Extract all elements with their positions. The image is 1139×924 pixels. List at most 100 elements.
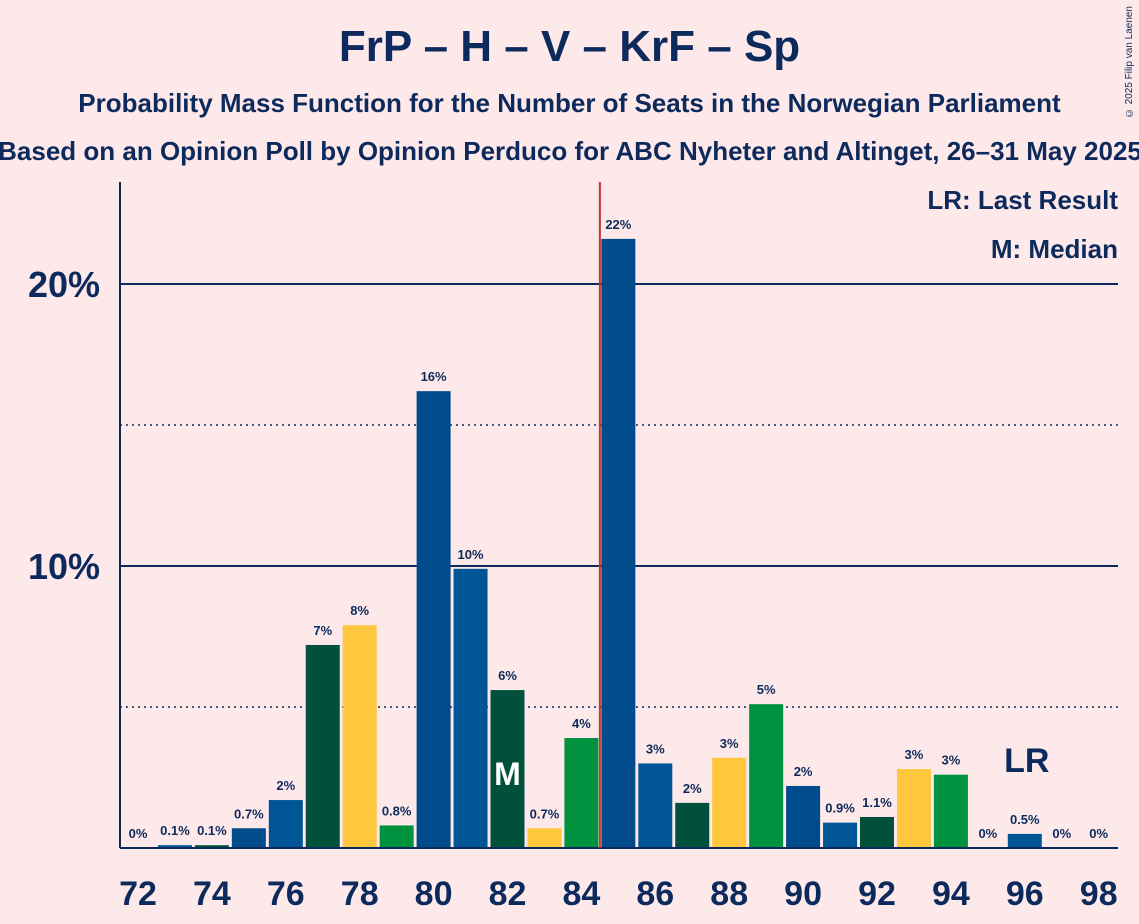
- bar-label-bg: [419, 369, 448, 386]
- bar-label-seat-80: 16%: [421, 369, 447, 384]
- bar-label-seat-78: 8%: [350, 603, 369, 618]
- x-tick-label: 86: [636, 875, 674, 913]
- last-result-marker: LR: [1004, 742, 1049, 780]
- bar-seat-76: [268, 800, 303, 848]
- bar-label-bg: [604, 216, 633, 233]
- chart-subtitle-source: Based on an Opinion Poll by Opinion Perd…: [0, 136, 1139, 166]
- bar-label-bg: [792, 763, 814, 780]
- bar-seat-86: [638, 763, 673, 848]
- bar-label-seat-79: 0.8%: [382, 803, 412, 818]
- axes: 10% 20% 72 74 76 78 80 82 84 86 88 90 92 94 96 98: [28, 182, 1118, 913]
- bar-label-bg: [903, 747, 925, 764]
- legend-median: M: Median: [991, 234, 1118, 264]
- bar-seat-94: [933, 774, 968, 848]
- bar-label-seat-87: 2%: [683, 781, 702, 796]
- bar-seat-85: [601, 238, 636, 848]
- bar-seat-89: [749, 704, 784, 848]
- bar-labels: 0% 0.1% 0.1% 0.7% 2% 7% 8% 0.8% 16% 10% 6% 0.7% 4% 22…: [127, 216, 1110, 842]
- y-tick-label: 20%: [28, 264, 100, 305]
- bar-seat-75: [231, 828, 266, 848]
- bar-label-bg: [526, 806, 563, 823]
- bar-label-seat-85: 22%: [605, 217, 631, 232]
- chart-subtitle: Probability Mass Function for the Number…: [78, 88, 1061, 118]
- bar-label-seat-90: 2%: [794, 764, 813, 779]
- chart-title: FrP – H – V – KrF – Sp: [338, 22, 801, 71]
- x-tick-label: 98: [1080, 875, 1118, 913]
- bar-label-seat-97: 0%: [1052, 826, 1071, 841]
- bars: [157, 238, 1042, 848]
- bar-label-seat-91: 0.9%: [825, 801, 855, 816]
- bar-label-seat-96: 0.5%: [1010, 812, 1040, 827]
- bar-label-bg: [275, 778, 297, 795]
- bar-label-bg: [312, 622, 334, 639]
- bar-seat-93: [896, 769, 931, 848]
- x-tick-label: 84: [562, 875, 600, 913]
- y-tick-label: 10%: [28, 546, 100, 587]
- bar-label-bg: [644, 741, 666, 758]
- bar-label-seat-84: 4%: [572, 716, 591, 731]
- x-tick-label: 74: [193, 875, 231, 913]
- bar-label-seat-98: 0%: [1089, 826, 1108, 841]
- bar-label-seat-76: 2%: [276, 778, 295, 793]
- bar-label-seat-89: 5%: [757, 682, 776, 697]
- bar-seat-83: [527, 828, 562, 848]
- bar-label-seat-81: 10%: [458, 547, 484, 562]
- bar-seat-81: [453, 568, 488, 848]
- bar-label-bg: [681, 780, 703, 797]
- bar-seat-88: [712, 757, 747, 848]
- bar-label-seat-74: 0.1%: [197, 823, 227, 838]
- bar-seat-87: [675, 802, 710, 848]
- median-marker: M: [494, 756, 521, 792]
- bar-label-seat-95: 0%: [978, 826, 997, 841]
- bar-label-bg: [755, 682, 777, 699]
- bar-seat-77: [305, 644, 340, 848]
- bar-seat-79: [379, 825, 414, 848]
- bar-label-bg: [859, 794, 895, 811]
- bar-label-seat-73: 0.1%: [160, 823, 190, 838]
- bar-label-bg: [1051, 826, 1073, 842]
- x-tick-label: 88: [710, 875, 748, 913]
- bar-label-bg: [193, 823, 230, 840]
- bar-label-bg: [940, 752, 962, 769]
- bar-label-seat-77: 7%: [313, 623, 332, 638]
- bar-label-bg: [977, 826, 999, 842]
- bar-seat-96: [1007, 833, 1042, 848]
- bar-label-seat-88: 3%: [720, 736, 739, 751]
- bar-label-seat-94: 3%: [942, 753, 961, 768]
- bar-seat-80: [416, 391, 451, 848]
- bar-seat-82: [490, 690, 525, 848]
- bar-seat-91: [823, 822, 858, 848]
- x-tick-label: 90: [784, 875, 822, 913]
- bar-label-seat-93: 3%: [905, 747, 924, 762]
- bar-label-bg: [349, 603, 371, 620]
- bar-label-seat-83: 0.7%: [530, 806, 560, 821]
- bar-label-bg: [497, 668, 518, 685]
- bar-seat-92: [860, 816, 894, 848]
- x-tick-label: 80: [415, 875, 453, 913]
- legend-last-result: LR: Last Result: [927, 185, 1118, 215]
- bar-label-seat-72: 0%: [129, 826, 148, 841]
- x-tick-label: 76: [267, 875, 305, 913]
- bar-label-bg: [378, 803, 415, 820]
- bar-seat-78: [342, 625, 377, 848]
- x-tick-label: 94: [932, 875, 970, 913]
- x-tick-label: 72: [119, 875, 157, 913]
- bar-label-bg: [230, 806, 267, 823]
- bar-label-seat-92: 1.1%: [862, 795, 892, 810]
- bar-label-seat-75: 0.7%: [234, 806, 264, 821]
- bar-label-bg: [822, 800, 859, 817]
- x-tick-label: 96: [1006, 875, 1044, 913]
- bar-label-bg: [1088, 826, 1110, 842]
- bar-label-bg: [127, 826, 149, 842]
- x-tick-label: 92: [858, 875, 896, 913]
- bar-label-bg: [156, 823, 193, 840]
- bar-label-bg: [570, 716, 592, 733]
- x-tick-label: 78: [341, 875, 379, 913]
- bar-label-seat-82: 6%: [498, 668, 517, 683]
- bar-label-bg: [1006, 811, 1043, 828]
- bar-seat-74: [194, 845, 229, 848]
- bar-label-bg: [718, 735, 740, 752]
- bar-seat-73: [157, 845, 192, 848]
- bar-seat-90: [786, 785, 821, 848]
